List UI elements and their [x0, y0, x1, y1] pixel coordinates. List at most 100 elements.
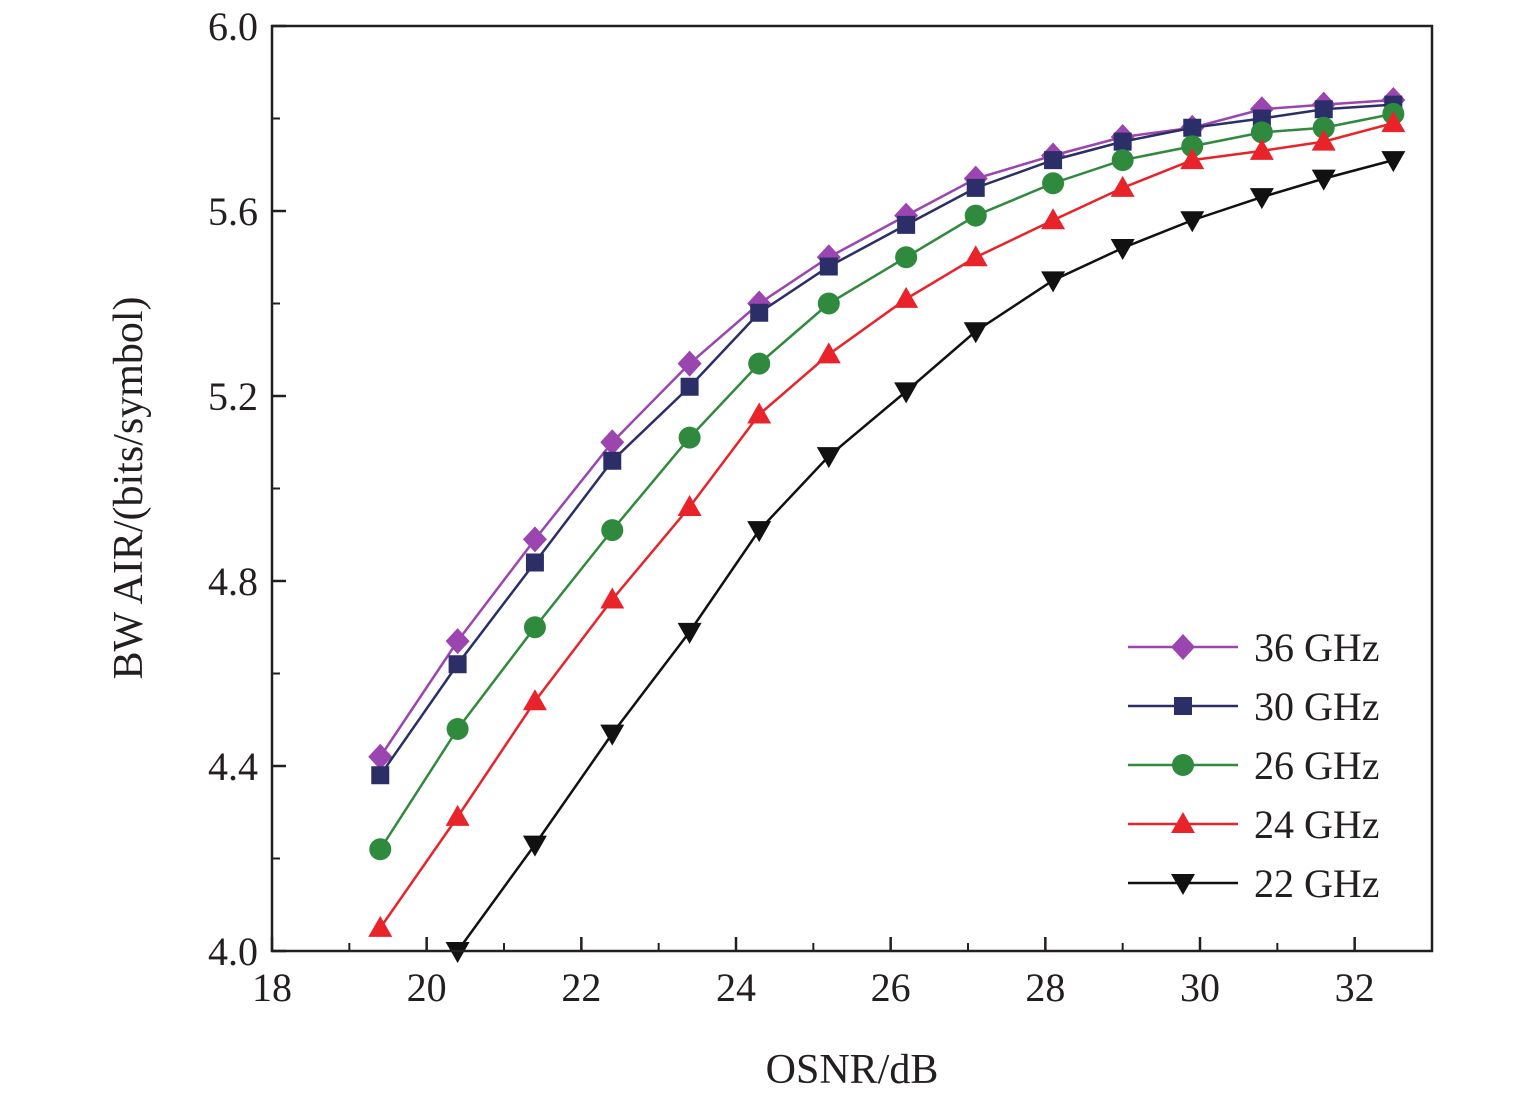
data-point	[677, 622, 702, 644]
data-point	[1312, 116, 1335, 139]
legend-marker	[1171, 812, 1195, 833]
legend-label: 24 GHz	[1254, 802, 1380, 847]
data-point	[1381, 111, 1406, 133]
legend-marker	[1171, 874, 1195, 895]
legend-marker	[1172, 754, 1194, 776]
data-point	[522, 835, 547, 857]
x-tick-label: 28	[1025, 965, 1065, 1010]
legend-marker	[1174, 697, 1192, 715]
y-tick-label: 4.0	[208, 929, 258, 974]
data-point	[747, 521, 772, 543]
data-point	[445, 942, 470, 963]
data-point	[677, 495, 702, 516]
series-26-ghz	[369, 102, 1405, 861]
data-point	[448, 655, 467, 674]
data-point	[1113, 132, 1132, 151]
data-point	[603, 451, 622, 470]
data-point	[600, 724, 625, 746]
series-22-ghz	[445, 151, 1406, 963]
data-point	[369, 838, 392, 861]
data-point	[601, 519, 624, 542]
data-point	[1180, 211, 1205, 233]
y-tick-label: 4.4	[208, 744, 258, 789]
y-axis-title: BW AIR/(bits/symbol)	[106, 296, 152, 679]
legend-marker	[1171, 634, 1195, 660]
series-36-ghz	[368, 87, 1406, 770]
data-point	[600, 429, 625, 456]
data-point	[368, 915, 393, 937]
data-point	[1249, 138, 1274, 160]
series-line	[379, 112, 1394, 850]
data-point	[747, 402, 772, 424]
series-layer	[368, 87, 1406, 963]
data-point	[1041, 208, 1066, 230]
data-point	[678, 426, 701, 449]
data-point	[894, 382, 919, 404]
legend-item: 24 GHz	[1128, 802, 1380, 847]
data-point	[600, 587, 625, 609]
data-point	[680, 377, 699, 396]
data-point	[748, 352, 771, 375]
data-point	[523, 616, 546, 639]
data-point	[371, 766, 390, 785]
y-tick-label: 5.6	[208, 189, 258, 234]
data-point	[1180, 148, 1205, 170]
data-point	[677, 350, 702, 377]
series-line	[379, 121, 1394, 929]
data-point	[966, 178, 985, 197]
data-point	[819, 257, 838, 276]
y-tick-label: 6.0	[208, 4, 258, 49]
data-point	[446, 718, 469, 740]
data-point	[1110, 239, 1135, 260]
data-point	[963, 322, 988, 344]
x-axis-title: OSNR/dB	[766, 1047, 939, 1093]
data-point	[1381, 151, 1406, 173]
x-tick-label: 22	[561, 965, 601, 1010]
data-point	[1314, 100, 1333, 119]
legend-label: 22 GHz	[1254, 861, 1380, 906]
x-tick-label: 26	[871, 965, 911, 1010]
series-line	[456, 158, 1394, 952]
data-point	[1111, 149, 1134, 172]
data-point	[1181, 135, 1204, 158]
legend-label: 30 GHz	[1254, 684, 1380, 729]
data-point	[1041, 271, 1066, 293]
legend: 36 GHz 30 GHz 26 GHz 24 GHz 22 GHz	[1128, 625, 1380, 906]
data-point	[894, 286, 919, 308]
legend-item: 30 GHz	[1128, 684, 1380, 729]
data-point	[1042, 172, 1065, 195]
data-point	[964, 204, 987, 227]
data-point	[750, 303, 769, 322]
data-point	[897, 215, 916, 234]
data-point	[895, 246, 918, 269]
legend-label: 26 GHz	[1254, 743, 1380, 788]
series-30-ghz	[371, 95, 1403, 785]
x-tick-label: 32	[1335, 965, 1375, 1010]
data-point	[522, 689, 547, 711]
data-point	[1311, 129, 1336, 151]
data-point	[368, 743, 393, 770]
data-point	[816, 342, 841, 364]
x-tick-label: 30	[1180, 965, 1220, 1010]
data-point	[1110, 175, 1135, 197]
data-point	[963, 245, 988, 267]
axes-layer: 18 20 22 24 26 28 30 32 4.0 4.4 4.8 5.2 5.6 6.0	[208, 4, 1375, 1010]
series-line	[379, 98, 1394, 758]
data-point	[522, 526, 547, 553]
y-tick-label: 5.2	[208, 374, 258, 419]
x-tick-label: 20	[407, 965, 447, 1010]
y-tick-label: 4.8	[208, 559, 258, 604]
legend-item: 36 GHz	[1128, 625, 1380, 670]
legend-label: 36 GHz	[1254, 625, 1380, 670]
data-point	[817, 292, 840, 315]
legend-item: 22 GHz	[1128, 861, 1380, 906]
legend-item: 26 GHz	[1128, 743, 1380, 788]
series-24-ghz	[368, 111, 1406, 937]
x-tick-label: 24	[716, 965, 756, 1010]
data-point	[1183, 118, 1202, 137]
data-point	[445, 804, 470, 826]
data-point	[525, 553, 544, 572]
data-point	[816, 447, 841, 469]
x-tick-label: 18	[252, 965, 292, 1010]
